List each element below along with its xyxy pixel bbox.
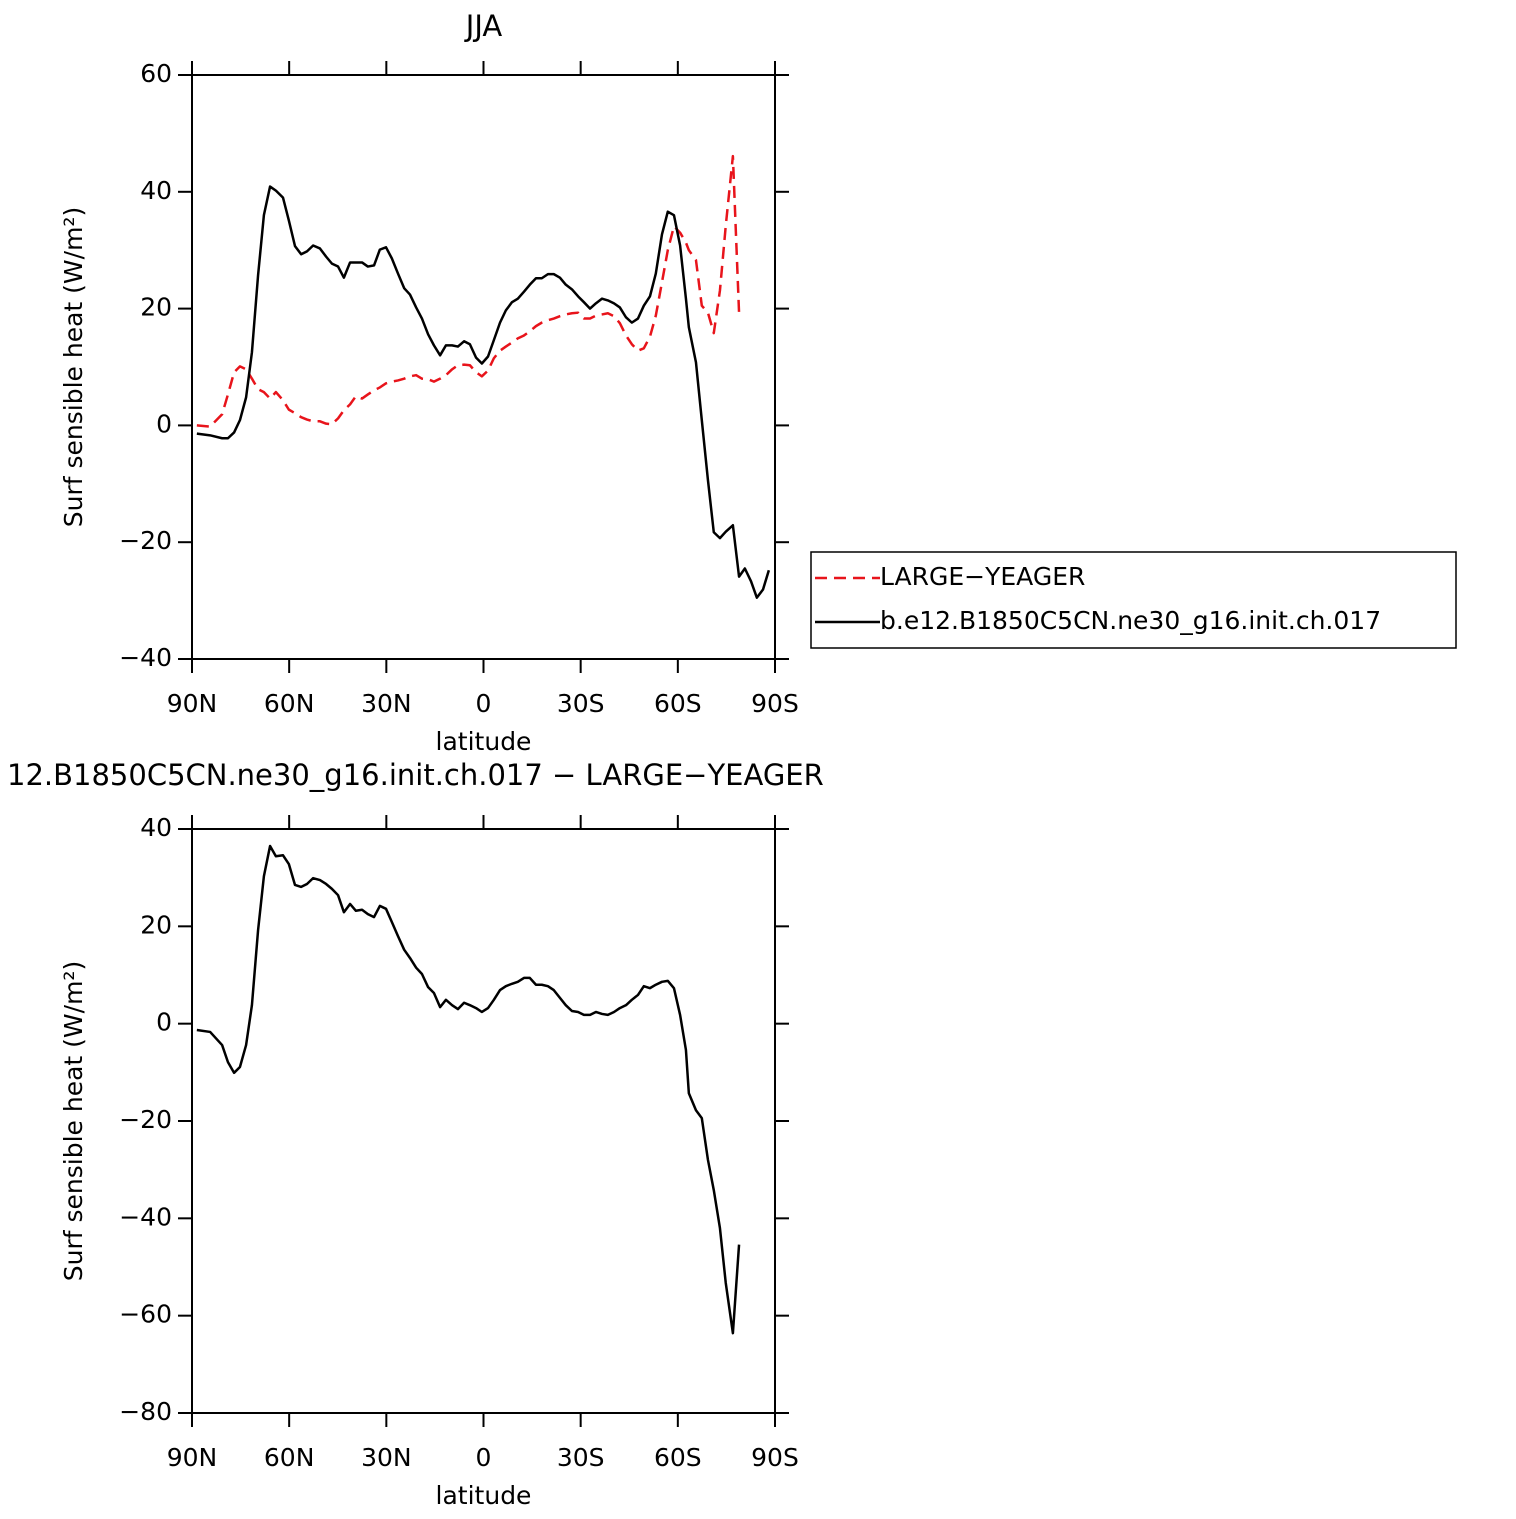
x-tick-label: 90N	[167, 689, 218, 718]
y-tick-label: 40	[140, 813, 172, 842]
x-axis-label: latitude	[436, 1481, 532, 1510]
y-tick-label: 0	[156, 409, 172, 438]
y-tick-label: 20	[140, 910, 172, 939]
y-tick-label: 60	[140, 59, 172, 88]
y-tick-label: −20	[119, 526, 172, 555]
x-tick-label: 30S	[557, 1443, 605, 1472]
x-tick-label: 60N	[264, 1443, 315, 1472]
y-tick-label: −80	[119, 1397, 172, 1426]
y-tick-label: 20	[140, 293, 172, 322]
plot-frame	[191, 74, 776, 660]
legend-box	[810, 551, 1457, 649]
plot-frame	[191, 828, 776, 1414]
x-axis-label: latitude	[436, 727, 532, 756]
legend-label: LARGE−YEAGER	[880, 562, 1085, 591]
y-tick-label: −20	[119, 1105, 172, 1134]
x-tick-label: 90S	[751, 689, 799, 718]
data-line	[196, 154, 741, 428]
x-tick-label: 0	[476, 689, 492, 718]
data-line	[196, 844, 741, 1335]
legend-label: b.e12.B1850C5CN.ne30_g16.init.ch.017	[880, 606, 1381, 635]
chart-title: 12.B1850C5CN.ne30_g16.init.ch.017 − LARG…	[7, 758, 824, 792]
legend: LARGE−YEAGER b.e12.B1850C5CN.ne30_g16.ini…	[810, 551, 1457, 649]
y-tick-label: −40	[119, 643, 172, 672]
data-line	[196, 185, 771, 599]
x-tick-label: 30N	[361, 689, 412, 718]
x-tick-label: 30S	[557, 689, 605, 718]
x-tick-label: 60S	[654, 1443, 702, 1472]
y-tick-label: 40	[140, 176, 172, 205]
y-tick-label: −40	[119, 1202, 172, 1231]
y-tick-label: −60	[119, 1300, 172, 1329]
x-tick-label: 60N	[264, 689, 315, 718]
y-axis-label: Surf sensible heat (W/m²)	[59, 207, 88, 527]
x-tick-label: 0	[476, 1443, 492, 1472]
x-tick-label: 90N	[167, 1443, 218, 1472]
x-tick-label: 90S	[751, 1443, 799, 1472]
x-tick-label: 60S	[654, 689, 702, 718]
y-axis-label: Surf sensible heat (W/m²)	[59, 961, 88, 1281]
y-tick-label: 0	[156, 1008, 172, 1037]
chart-title: JJA	[464, 9, 503, 43]
x-tick-label: 30N	[361, 1443, 412, 1472]
